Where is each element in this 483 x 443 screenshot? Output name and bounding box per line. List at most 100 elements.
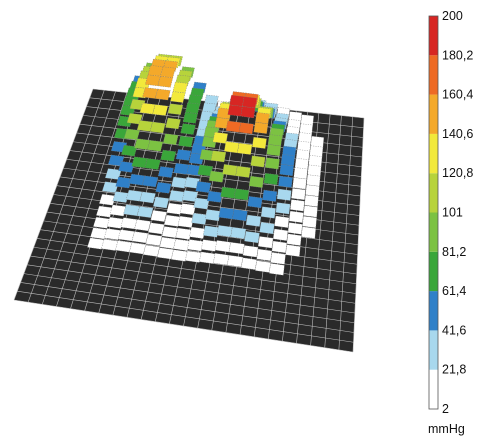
- surface-cell: [305, 184, 320, 197]
- surface-cell: [210, 150, 227, 163]
- surface-cell: [188, 152, 205, 165]
- surface-cell: [218, 207, 235, 220]
- surface-cell: [214, 117, 230, 130]
- surface-cell: [279, 164, 294, 177]
- color-scale-band: [429, 55, 438, 95]
- surface-cell: [191, 212, 208, 225]
- surface-cell: [233, 188, 250, 201]
- surface-cell: [263, 172, 279, 186]
- surface-cell: [175, 227, 192, 240]
- surface-cell: [107, 154, 125, 167]
- surface-cell: [267, 134, 283, 147]
- surface-cell: [125, 189, 143, 202]
- surface-cell: [308, 155, 323, 168]
- surface-cell: [208, 170, 225, 183]
- surface-cell: [154, 88, 171, 101]
- surface-cell: [257, 236, 274, 249]
- surface-cell: [262, 189, 278, 202]
- color-scale-tick-label: 101: [442, 206, 463, 220]
- surface-cell: [90, 227, 108, 240]
- surface-cell: [223, 141, 240, 154]
- surface-cell: [178, 135, 194, 148]
- surface-cell: [171, 176, 187, 189]
- base-grid-line: [324, 115, 342, 348]
- surface-cell: [204, 209, 221, 222]
- surface-cell: [199, 251, 216, 264]
- surface-cell: [193, 197, 210, 210]
- surface-cell: [238, 122, 254, 135]
- surface-cell: [166, 202, 183, 215]
- base-grid-line: [352, 117, 365, 353]
- surface-cell: [220, 186, 236, 199]
- surface-cell: [264, 157, 280, 170]
- surface-cell: [144, 158, 161, 170]
- surface-cell: [93, 216, 111, 229]
- surface-cell: [269, 263, 285, 276]
- unit-label: mmHg: [428, 422, 465, 436]
- surface-cell: [227, 104, 243, 117]
- color-scale-tick-label: 41,6: [442, 323, 466, 337]
- surface-cell: [241, 257, 257, 270]
- surface-cell: [307, 164, 322, 177]
- surface-cell: [255, 260, 271, 273]
- surface-cell: [179, 203, 196, 216]
- surface-cell: [290, 199, 305, 212]
- surface-cell: [165, 117, 181, 130]
- surface-cell: [170, 91, 186, 103]
- color-scale-band: [429, 16, 438, 56]
- surface-cell: [201, 239, 218, 252]
- surface-cell: [160, 149, 177, 162]
- surface-cell: [260, 206, 276, 219]
- color-scale: [428, 15, 439, 410]
- surface-cell: [292, 177, 307, 190]
- surface-cell: [129, 242, 147, 255]
- base-grid-line: [17, 290, 354, 343]
- surface-cell: [253, 121, 269, 134]
- surface-cell: [212, 131, 229, 144]
- surface-cell: [123, 204, 140, 217]
- base-grid-line: [23, 273, 355, 324]
- color-scale-band: [429, 173, 438, 213]
- color-scale-band: [429, 251, 438, 292]
- surface-cell: [247, 196, 263, 209]
- surface-cell: [250, 155, 266, 168]
- surface-cell: [255, 112, 270, 125]
- surface-cell: [280, 154, 296, 167]
- surface-cell: [157, 166, 174, 178]
- surface-cell: [310, 135, 325, 148]
- surface-cell: [272, 228, 289, 241]
- surface-cell: [182, 190, 198, 202]
- surface-cell: [214, 240, 231, 253]
- surface-cell: [145, 233, 163, 246]
- surface-cell: [237, 142, 253, 155]
- surface-cell: [302, 215, 317, 229]
- color-scale-tick-label: 180,2: [442, 48, 473, 62]
- surface-cell: [299, 123, 313, 136]
- surface-cell: [240, 106, 256, 119]
- surface-cell: [187, 239, 204, 252]
- surface-cell: [278, 175, 293, 188]
- surface-cell: [134, 219, 151, 232]
- surface-cell: [185, 250, 202, 263]
- surface-cell: [160, 66, 176, 78]
- surface-cell: [162, 133, 179, 146]
- surface-cell: [175, 149, 192, 161]
- color-scale-tick-label: 120,8: [442, 166, 473, 180]
- surface-cell: [295, 149, 310, 162]
- surface-cell: [168, 190, 185, 202]
- surface-cell: [182, 112, 198, 124]
- surface-cell: [242, 245, 259, 258]
- surface-cell: [304, 194, 319, 207]
- color-scale-band: [429, 291, 438, 331]
- surface-cell: [229, 94, 245, 107]
- base-grid-line: [27, 264, 355, 314]
- surface-cell: [244, 230, 260, 244]
- surface-cell: [161, 226, 179, 239]
- surface-cell: [112, 191, 130, 203]
- surface-cell: [136, 120, 153, 132]
- surface-cell: [184, 176, 201, 189]
- surface-cell: [139, 102, 156, 115]
- surface-cell: [123, 128, 141, 141]
- surface-cell: [117, 229, 135, 242]
- color-scale-tick-label: 140,6: [442, 127, 473, 141]
